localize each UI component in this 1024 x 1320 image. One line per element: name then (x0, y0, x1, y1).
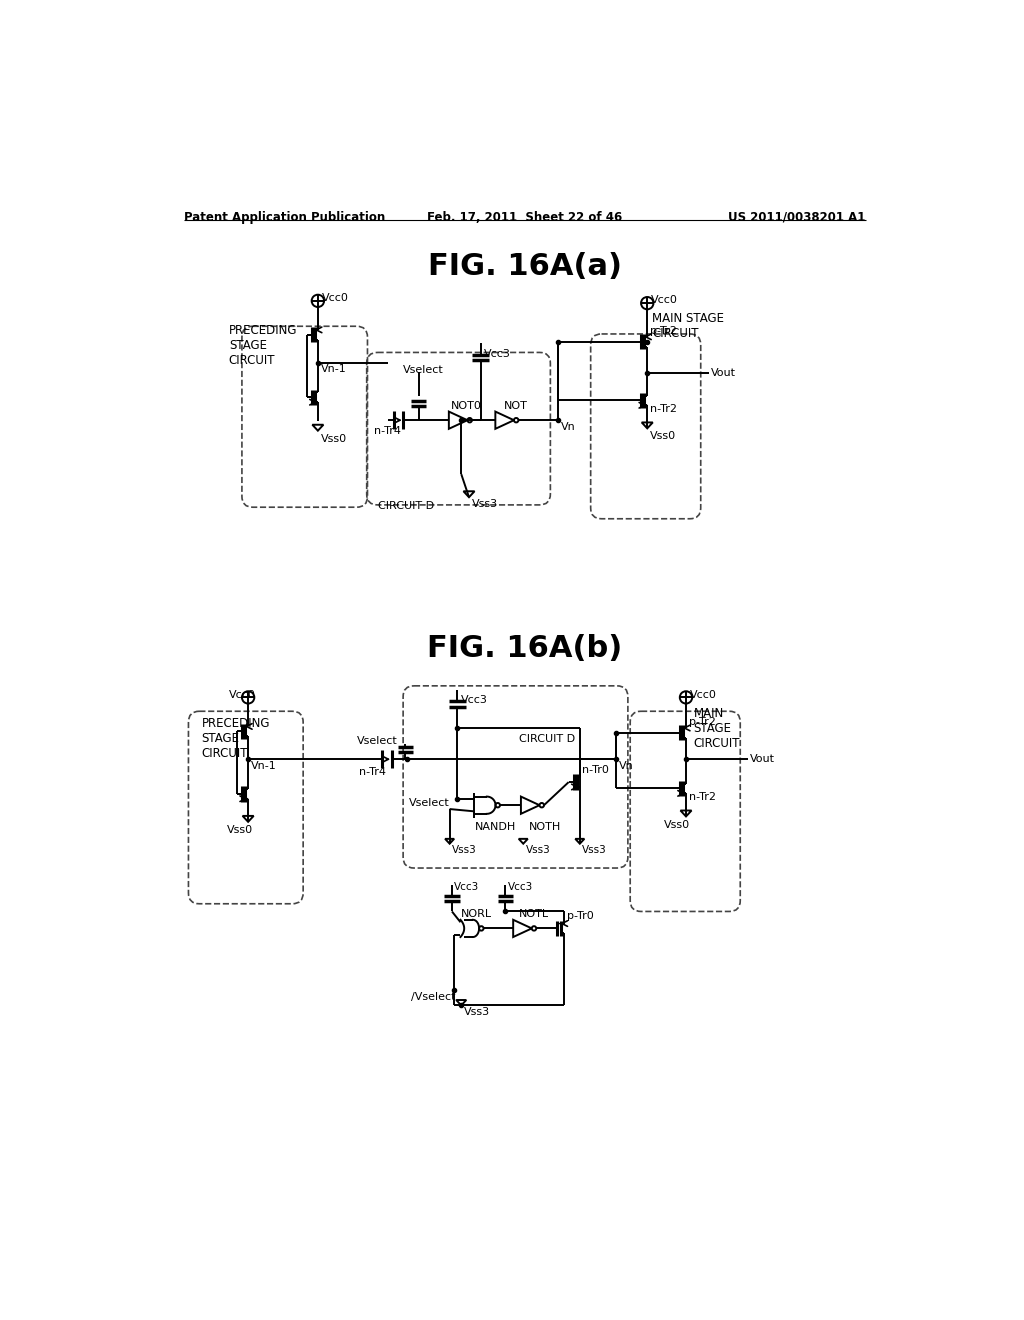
Text: Vn-1: Vn-1 (251, 760, 276, 771)
Text: Vcc0: Vcc0 (690, 689, 717, 700)
Text: n-Tr4: n-Tr4 (375, 426, 401, 437)
Text: Vcc0: Vcc0 (322, 293, 348, 304)
Text: n-Tr0: n-Tr0 (583, 766, 609, 775)
Text: NOT0: NOT0 (451, 401, 481, 411)
Text: n-Tr4: n-Tr4 (359, 767, 386, 777)
Text: FIG. 16A(a): FIG. 16A(a) (428, 252, 622, 281)
Text: Vn-1: Vn-1 (321, 364, 347, 375)
Text: Vselect: Vselect (356, 737, 397, 746)
Text: Vn: Vn (618, 760, 633, 771)
Text: Vselect: Vselect (410, 797, 451, 808)
Text: CIRCUIT D: CIRCUIT D (378, 502, 434, 511)
Text: FIG. 16A(b): FIG. 16A(b) (427, 635, 623, 663)
Text: NOT: NOT (504, 401, 527, 411)
Text: Vss0: Vss0 (650, 432, 677, 441)
Text: Vss3: Vss3 (525, 845, 550, 855)
Text: MAIN STAGE
CIRCUIT: MAIN STAGE CIRCUIT (652, 313, 724, 341)
Text: Vss3: Vss3 (452, 845, 477, 855)
Text: MAIN
STAGE
CIRCUIT: MAIN STAGE CIRCUIT (693, 706, 740, 750)
Text: Patent Application Publication: Patent Application Publication (183, 211, 385, 224)
Text: n-Tr2: n-Tr2 (650, 404, 677, 414)
Text: PRECEDING
STAGE
CIRCUIT: PRECEDING STAGE CIRCUIT (228, 323, 297, 367)
Text: p-Tr2: p-Tr2 (689, 718, 716, 727)
Text: US 2011/0038201 A1: US 2011/0038201 A1 (728, 211, 866, 224)
Text: NANDH: NANDH (474, 822, 516, 832)
Text: CIRCUIT D: CIRCUIT D (519, 734, 575, 743)
Text: Vcc0: Vcc0 (651, 296, 678, 305)
Text: Vss3: Vss3 (464, 1007, 490, 1016)
Text: Vss0: Vss0 (665, 820, 690, 829)
Text: Vout: Vout (711, 368, 736, 379)
Text: Vselect: Vselect (403, 364, 443, 375)
Text: Vcc3: Vcc3 (483, 348, 511, 359)
Text: PRECEDING
STAGE
CIRCUIT: PRECEDING STAGE CIRCUIT (202, 717, 270, 759)
Text: NORL: NORL (461, 909, 492, 919)
Text: Feb. 17, 2011  Sheet 22 of 46: Feb. 17, 2011 Sheet 22 of 46 (427, 211, 623, 224)
Text: /Vselect: /Vselect (411, 993, 456, 1002)
Text: Vcc3: Vcc3 (455, 882, 479, 892)
Text: NOTL: NOTL (519, 909, 550, 919)
Text: Vss0: Vss0 (226, 825, 253, 836)
Text: Vcc3: Vcc3 (461, 696, 487, 705)
Text: Vss3: Vss3 (472, 499, 499, 508)
Text: Vcc0: Vcc0 (228, 689, 256, 700)
Text: NOTH: NOTH (528, 822, 561, 832)
Text: Vout: Vout (750, 754, 774, 764)
Text: Vn: Vn (560, 422, 575, 432)
Text: p-Tr0: p-Tr0 (566, 911, 593, 921)
Text: n-Tr2: n-Tr2 (689, 792, 716, 803)
Text: Vss3: Vss3 (583, 845, 607, 855)
Text: Vss0: Vss0 (321, 434, 347, 444)
Text: p-Tr2: p-Tr2 (650, 326, 677, 337)
Text: Vcc3: Vcc3 (508, 882, 534, 892)
